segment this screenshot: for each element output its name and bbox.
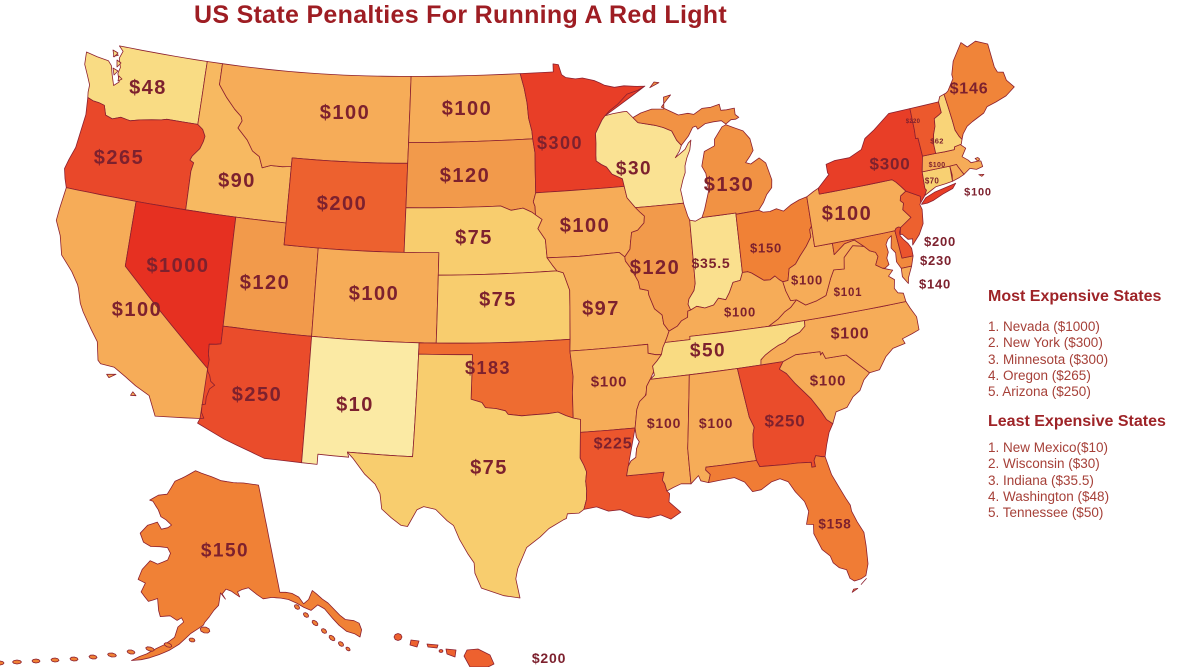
svg-text:$100: $100 <box>831 326 870 343</box>
svg-text:$150: $150 <box>750 241 782 256</box>
svg-text:$250: $250 <box>232 384 283 406</box>
svg-text:$150: $150 <box>201 541 249 562</box>
svg-text:$220: $220 <box>906 119 921 125</box>
svg-text:$100: $100 <box>964 187 992 199</box>
svg-text:$183: $183 <box>465 358 511 378</box>
svg-text:$100: $100 <box>822 203 873 225</box>
svg-text:$1000: $1000 <box>146 255 209 277</box>
svg-text:$200: $200 <box>317 193 368 215</box>
svg-text:$100: $100 <box>647 415 681 431</box>
svg-text:$100: $100 <box>929 162 946 169</box>
svg-text:$90: $90 <box>218 170 256 192</box>
svg-text:$100: $100 <box>810 373 847 390</box>
svg-text:$120: $120 <box>630 257 681 279</box>
svg-text:$70: $70 <box>925 177 939 186</box>
svg-text:$97: $97 <box>582 298 620 320</box>
svg-text:$100: $100 <box>591 374 628 391</box>
svg-text:$140: $140 <box>919 277 951 292</box>
svg-text:$100: $100 <box>791 273 823 288</box>
svg-text:$100: $100 <box>112 299 163 321</box>
svg-text:$35.5: $35.5 <box>691 255 730 271</box>
svg-text:$10: $10 <box>336 394 374 416</box>
svg-text:$100: $100 <box>699 415 733 431</box>
svg-text:$100: $100 <box>320 102 371 124</box>
svg-text:$101: $101 <box>834 287 863 299</box>
svg-text:$75: $75 <box>479 289 517 311</box>
svg-text:$48: $48 <box>129 77 167 99</box>
svg-text:$120: $120 <box>440 165 491 187</box>
svg-text:$130: $130 <box>704 174 755 196</box>
svg-text:$146: $146 <box>950 81 989 98</box>
svg-text:$100: $100 <box>724 305 756 320</box>
svg-text:$230: $230 <box>920 253 952 268</box>
svg-text:$158: $158 <box>818 517 851 532</box>
svg-text:$120: $120 <box>240 272 291 294</box>
svg-text:$62: $62 <box>930 137 943 146</box>
svg-text:$200: $200 <box>924 234 956 249</box>
svg-text:$100: $100 <box>560 215 611 237</box>
svg-text:$30: $30 <box>616 159 652 180</box>
svg-text:$300: $300 <box>537 133 583 153</box>
svg-text:$75: $75 <box>455 227 493 249</box>
svg-text:$300: $300 <box>869 155 910 174</box>
svg-text:$265: $265 <box>94 147 145 169</box>
svg-text:$100: $100 <box>442 98 493 120</box>
svg-text:$250: $250 <box>764 412 805 431</box>
svg-text:$75: $75 <box>470 457 508 479</box>
svg-text:$225: $225 <box>594 436 633 453</box>
svg-text:$200: $200 <box>532 650 566 666</box>
svg-text:$100: $100 <box>349 283 400 305</box>
svg-text:$50: $50 <box>690 341 726 362</box>
